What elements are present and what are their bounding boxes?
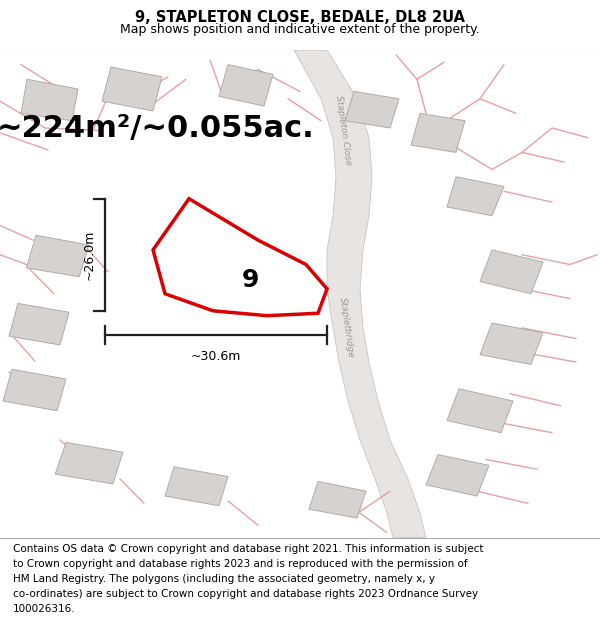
- Text: Contains OS data © Crown copyright and database right 2021. This information is : Contains OS data © Crown copyright and d…: [13, 544, 484, 554]
- Polygon shape: [204, 259, 258, 296]
- Text: ~30.6m: ~30.6m: [191, 350, 241, 362]
- Polygon shape: [3, 369, 66, 411]
- Polygon shape: [165, 467, 228, 506]
- Text: Stapletbridge: Stapletbridge: [338, 297, 356, 359]
- Polygon shape: [426, 454, 489, 496]
- Polygon shape: [153, 199, 327, 316]
- Polygon shape: [447, 177, 504, 216]
- Polygon shape: [294, 50, 426, 538]
- Text: ~26.0m: ~26.0m: [82, 229, 95, 280]
- Polygon shape: [480, 250, 543, 294]
- Text: ~224m²/~0.055ac.: ~224m²/~0.055ac.: [0, 114, 315, 142]
- Polygon shape: [345, 91, 399, 128]
- Text: co-ordinates) are subject to Crown copyright and database rights 2023 Ordnance S: co-ordinates) are subject to Crown copyr…: [13, 589, 478, 599]
- Polygon shape: [219, 64, 273, 106]
- Polygon shape: [21, 79, 78, 121]
- Polygon shape: [9, 304, 69, 345]
- Polygon shape: [26, 235, 89, 277]
- Text: 100026316.: 100026316.: [13, 604, 76, 614]
- Polygon shape: [55, 442, 123, 484]
- Text: 9, STAPLETON CLOSE, BEDALE, DL8 2UA: 9, STAPLETON CLOSE, BEDALE, DL8 2UA: [135, 10, 465, 25]
- Text: to Crown copyright and database rights 2023 and is reproduced with the permissio: to Crown copyright and database rights 2…: [13, 559, 468, 569]
- Polygon shape: [102, 67, 162, 111]
- Polygon shape: [447, 389, 513, 432]
- Text: Map shows position and indicative extent of the property.: Map shows position and indicative extent…: [120, 23, 480, 36]
- Text: 9: 9: [241, 268, 259, 292]
- Text: Stapleton Close: Stapleton Close: [334, 95, 353, 166]
- Polygon shape: [480, 323, 543, 364]
- Text: HM Land Registry. The polygons (including the associated geometry, namely x, y: HM Land Registry. The polygons (includin…: [13, 574, 435, 584]
- Polygon shape: [411, 113, 465, 152]
- Polygon shape: [309, 481, 366, 518]
